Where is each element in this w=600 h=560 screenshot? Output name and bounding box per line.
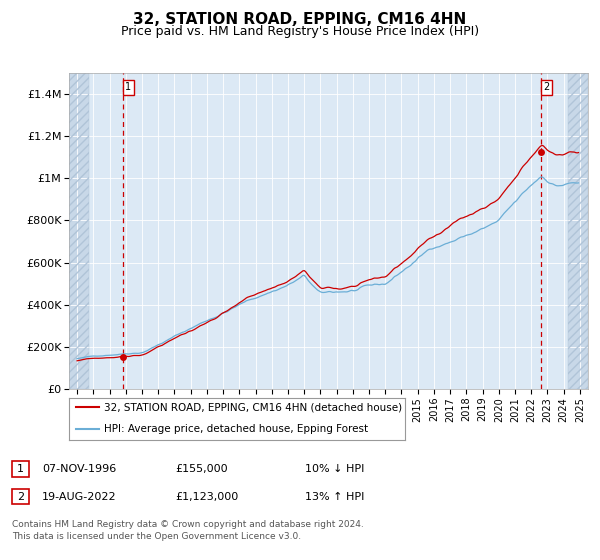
FancyBboxPatch shape [12, 489, 29, 505]
Bar [568, 73, 588, 389]
Text: 32, STATION ROAD, EPPING, CM16 4HN (detached house): 32, STATION ROAD, EPPING, CM16 4HN (deta… [104, 402, 403, 412]
Text: 10% ↓ HPI: 10% ↓ HPI [305, 464, 364, 474]
Text: 2: 2 [17, 492, 24, 502]
Text: 19-AUG-2022: 19-AUG-2022 [42, 492, 116, 502]
FancyBboxPatch shape [12, 461, 29, 477]
Text: 1: 1 [125, 82, 131, 92]
Text: 1: 1 [17, 464, 24, 474]
Bar [69, 73, 89, 389]
Text: 2: 2 [543, 82, 550, 92]
Text: Price paid vs. HM Land Registry's House Price Index (HPI): Price paid vs. HM Land Registry's House … [121, 25, 479, 38]
Text: £1,123,000: £1,123,000 [175, 492, 238, 502]
Bar [568, 73, 588, 389]
Text: 13% ↑ HPI: 13% ↑ HPI [305, 492, 364, 502]
Text: HPI: Average price, detached house, Epping Forest: HPI: Average price, detached house, Eppi… [104, 424, 368, 434]
Text: 07-NOV-1996: 07-NOV-1996 [42, 464, 116, 474]
Text: Contains HM Land Registry data © Crown copyright and database right 2024.
This d: Contains HM Land Registry data © Crown c… [12, 520, 364, 541]
Bar [69, 73, 89, 389]
Text: £155,000: £155,000 [175, 464, 227, 474]
Text: 32, STATION ROAD, EPPING, CM16 4HN: 32, STATION ROAD, EPPING, CM16 4HN [133, 12, 467, 27]
